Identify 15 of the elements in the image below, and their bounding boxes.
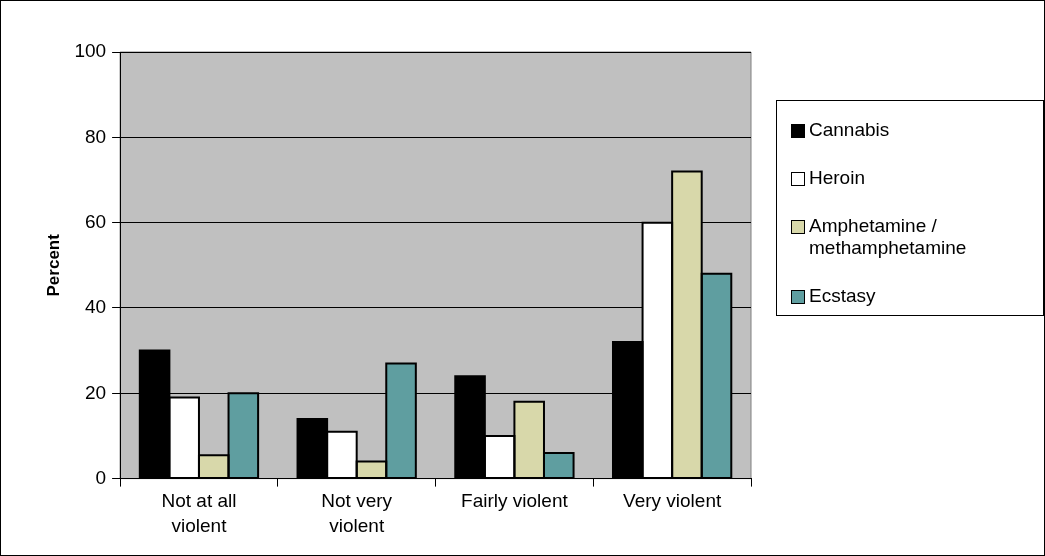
y-axis-title: Percent bbox=[43, 233, 63, 297]
x-tick-label: Fairly violent bbox=[461, 490, 569, 512]
y-tick-label: 40 bbox=[84, 296, 107, 318]
y-tick-label: 0 bbox=[95, 466, 107, 488]
y-tick-label: 60 bbox=[84, 210, 107, 232]
y-tick-label: 20 bbox=[84, 381, 107, 403]
x-tick-label: Not very violent bbox=[321, 490, 393, 536]
legend-label: Amphetamine / methamphetamine bbox=[809, 215, 967, 259]
x-tick-label: Very violent bbox=[623, 490, 722, 512]
y-tick-label: 80 bbox=[84, 125, 107, 147]
legend-label: Heroin bbox=[809, 167, 866, 189]
legend-label: Cannabis bbox=[809, 119, 891, 141]
y-tick-label: 100 bbox=[74, 40, 107, 62]
legend-label: Ecstasy bbox=[809, 285, 877, 307]
x-tick-label: Not at all violent bbox=[161, 490, 237, 536]
